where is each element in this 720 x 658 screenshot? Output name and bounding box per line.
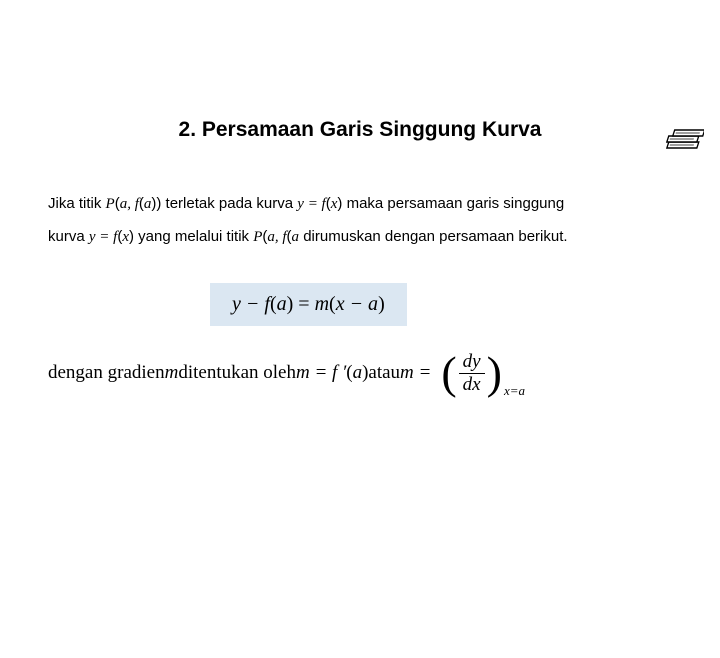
tangent-line-formula: y − f(a) = m(x − a) [210,283,407,326]
section-title: 2. Persamaan Garis Singgung Kurva [0,118,720,142]
derivative-fraction: ( dy dx ) x=a [441,352,525,395]
body-paragraph: Jika titik P(a, f(a)) terletak pada kurv… [0,188,720,253]
corner-books-icon [656,126,704,160]
gradient-definition: dengan gradien m ditentukan oleh m = f ′… [0,352,720,395]
